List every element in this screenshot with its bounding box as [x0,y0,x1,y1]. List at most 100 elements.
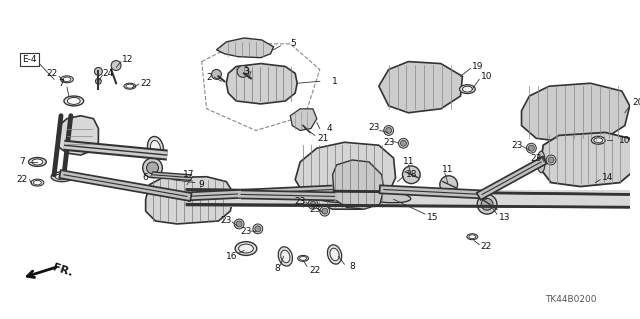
Polygon shape [333,160,384,209]
Ellipse shape [67,98,80,104]
Text: 13: 13 [499,212,511,222]
Text: TK44B0200: TK44B0200 [545,295,596,304]
Text: 3: 3 [243,67,249,76]
Text: 8: 8 [349,262,355,271]
Ellipse shape [594,138,603,143]
Circle shape [548,157,554,163]
Circle shape [236,221,242,227]
Circle shape [527,143,536,153]
Text: 14: 14 [602,173,614,182]
Circle shape [403,166,420,184]
Circle shape [386,128,392,133]
Text: 23: 23 [221,217,232,226]
Ellipse shape [463,86,472,92]
Text: 21: 21 [317,134,328,143]
Text: 24: 24 [102,69,114,78]
Text: 23: 23 [531,153,542,162]
Circle shape [401,140,406,146]
Text: 22: 22 [309,266,321,275]
Circle shape [399,138,408,148]
Circle shape [95,78,101,84]
Polygon shape [291,109,317,130]
Circle shape [298,120,306,128]
Ellipse shape [63,77,71,82]
Ellipse shape [356,190,411,203]
Circle shape [111,61,121,70]
Polygon shape [541,132,635,187]
Text: 23: 23 [383,138,394,147]
Circle shape [143,158,163,178]
Circle shape [308,199,318,209]
Text: 12: 12 [122,55,134,64]
Bar [187,189,630,207]
Circle shape [440,176,458,193]
Text: 1: 1 [332,77,337,86]
Ellipse shape [33,181,42,185]
Text: 20: 20 [632,99,640,108]
Circle shape [322,208,328,214]
Text: E-4: E-4 [22,55,36,64]
Circle shape [529,145,534,151]
Text: 2: 2 [207,73,212,82]
Text: 6: 6 [143,173,148,182]
Text: 17: 17 [183,170,195,179]
Polygon shape [216,38,273,58]
Circle shape [212,70,221,79]
Ellipse shape [29,158,46,167]
Ellipse shape [467,234,477,240]
Text: 23: 23 [511,141,522,150]
Circle shape [384,126,394,135]
Ellipse shape [278,247,292,266]
Text: 5: 5 [291,39,296,48]
Text: 10: 10 [619,136,630,145]
Text: 22: 22 [140,79,151,88]
Text: 23: 23 [294,197,306,206]
Polygon shape [379,62,463,113]
Ellipse shape [330,248,339,261]
Polygon shape [57,116,99,155]
Text: 23: 23 [309,205,321,214]
Circle shape [237,65,249,77]
Circle shape [320,206,330,216]
Ellipse shape [31,179,44,186]
Text: 7: 7 [19,158,24,167]
Ellipse shape [32,159,43,165]
Text: 7: 7 [58,79,64,88]
Circle shape [546,155,556,165]
Circle shape [477,195,497,214]
Polygon shape [227,63,297,104]
Ellipse shape [61,76,74,83]
Ellipse shape [124,83,136,89]
Circle shape [255,226,260,232]
Polygon shape [522,83,630,142]
Text: 15: 15 [428,212,438,222]
Ellipse shape [298,256,308,261]
Text: 18: 18 [406,170,417,179]
Text: 22: 22 [481,242,492,251]
Text: 10: 10 [481,72,493,81]
Text: FR.: FR. [51,262,74,278]
Ellipse shape [308,190,362,203]
Ellipse shape [147,137,163,160]
Ellipse shape [239,244,253,253]
Text: 22: 22 [16,175,28,184]
Ellipse shape [281,250,290,263]
Circle shape [95,68,102,75]
Circle shape [253,224,263,234]
Text: 11: 11 [442,165,454,174]
Text: 16: 16 [225,252,237,261]
Ellipse shape [537,151,545,173]
Ellipse shape [150,140,161,156]
Text: 9: 9 [199,180,205,189]
Ellipse shape [51,172,73,182]
Text: 23: 23 [240,227,252,236]
Ellipse shape [235,242,257,256]
Text: 4: 4 [327,124,332,133]
Polygon shape [295,142,396,209]
Text: 23: 23 [368,123,380,132]
Polygon shape [146,177,234,224]
Ellipse shape [64,96,84,106]
Text: 19: 19 [472,62,483,71]
Circle shape [481,198,493,210]
Circle shape [234,219,244,229]
